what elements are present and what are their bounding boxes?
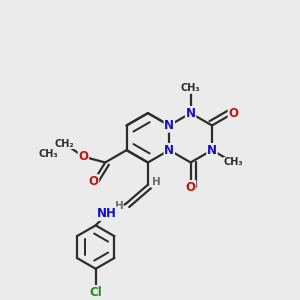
Text: H: H	[115, 201, 123, 211]
Text: N: N	[186, 106, 196, 120]
Text: N: N	[164, 144, 174, 157]
Text: CH₃: CH₃	[39, 149, 58, 159]
Text: N: N	[207, 144, 217, 157]
Text: H: H	[152, 177, 161, 188]
Text: O: O	[228, 106, 239, 120]
Text: O: O	[78, 150, 88, 163]
Text: CH₃: CH₃	[224, 158, 243, 167]
Text: N: N	[164, 119, 174, 132]
Text: CH₂: CH₂	[55, 139, 74, 148]
Text: O: O	[88, 175, 99, 188]
Text: NH: NH	[97, 207, 117, 220]
Text: Cl: Cl	[89, 286, 102, 299]
Text: O: O	[186, 181, 196, 194]
Text: CH₃: CH₃	[181, 83, 200, 94]
